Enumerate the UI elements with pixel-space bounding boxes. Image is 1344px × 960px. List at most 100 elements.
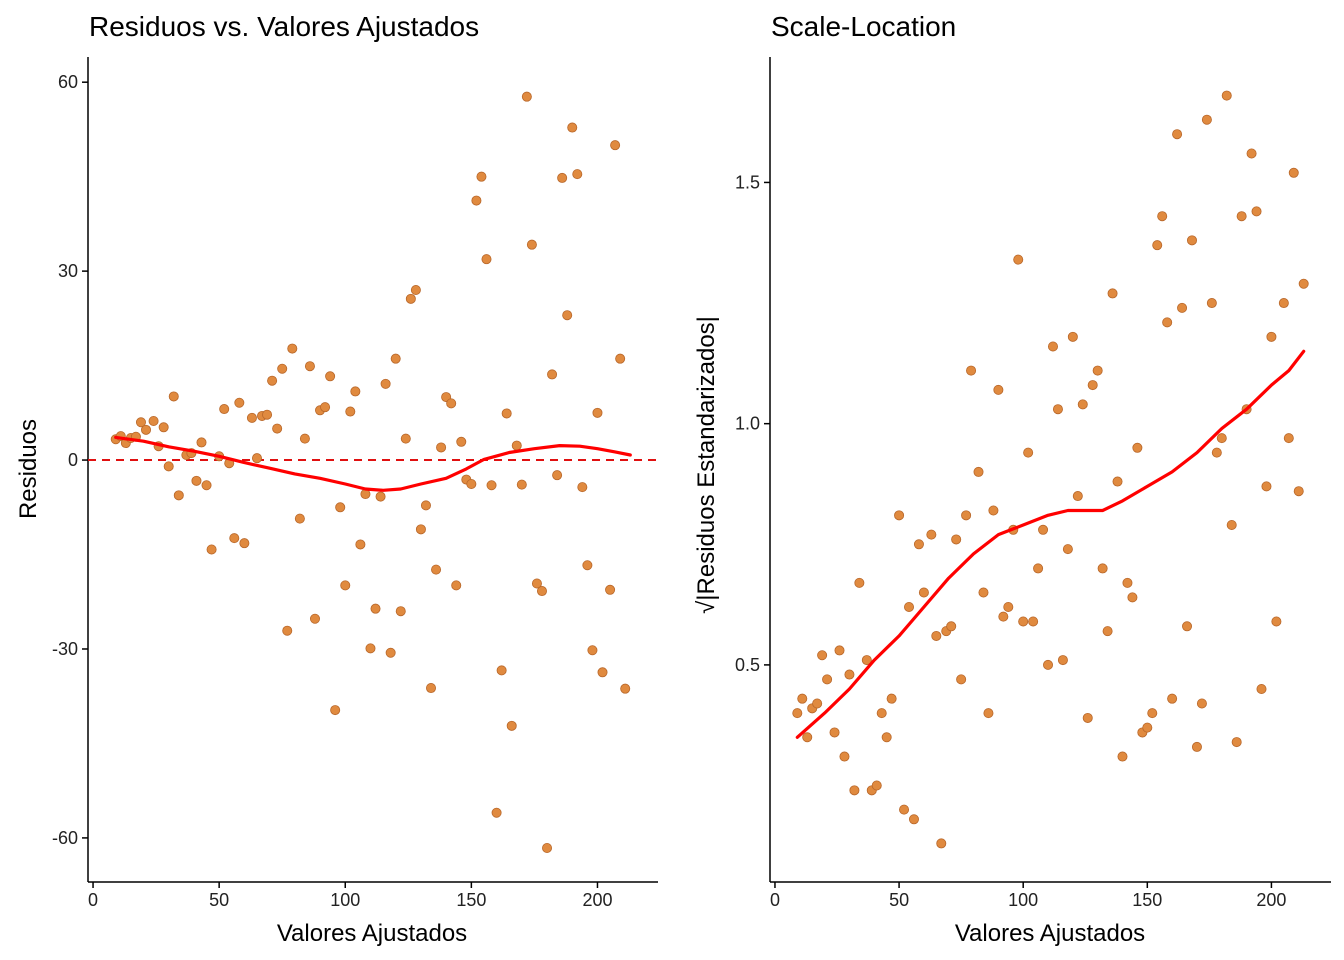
data-point [849, 785, 860, 796]
data-point [881, 732, 892, 743]
data-point [1196, 698, 1207, 709]
data-point [961, 510, 972, 521]
data-point [309, 613, 320, 624]
data-point [587, 645, 598, 656]
data-point [1246, 148, 1257, 159]
data-point [908, 814, 919, 825]
data-point [812, 698, 823, 709]
data-point [552, 470, 563, 481]
data-point [1261, 481, 1272, 492]
data-point [385, 647, 396, 658]
data-point [219, 404, 230, 415]
data-point [1216, 433, 1227, 444]
y-axis-label: √|Residuos Estandarizados| [693, 316, 720, 614]
data-point [973, 466, 984, 477]
data-point [592, 407, 603, 418]
y-tick-label: 0 [68, 450, 78, 470]
data-point [1087, 380, 1098, 391]
data-point [335, 502, 346, 513]
data-point [1206, 298, 1217, 309]
data-point [446, 398, 457, 409]
data-point [201, 480, 212, 491]
data-point [1236, 211, 1247, 222]
data-point [471, 195, 482, 206]
data-point [1293, 486, 1304, 497]
data-point [299, 433, 310, 444]
data-point [1266, 331, 1277, 342]
data-point [1052, 404, 1063, 415]
data-point [287, 343, 298, 354]
data-point [597, 667, 608, 678]
data-point [229, 533, 240, 544]
data-point [1097, 563, 1108, 574]
data-point [395, 606, 406, 617]
y-tick-label: -30 [52, 639, 78, 659]
data-point [1288, 167, 1299, 178]
y-tick-label: 30 [58, 261, 78, 281]
data-point [1298, 278, 1309, 289]
x-axis-label: Valores Ajustados [277, 920, 467, 947]
data-point [966, 365, 977, 376]
x-tick-label: 100 [330, 890, 360, 910]
data-point [262, 409, 273, 420]
data-point [871, 780, 882, 791]
data-point [426, 683, 437, 694]
data-point [431, 564, 442, 575]
data-point [817, 650, 828, 661]
panel-title: Residuos vs. Valores Ajustados [89, 11, 479, 42]
data-point [822, 674, 833, 685]
data-point [1167, 693, 1178, 704]
x-tick-label: 50 [889, 890, 909, 910]
panel-title: Scale-Location [771, 11, 956, 42]
data-point [615, 353, 626, 364]
data-point [1102, 626, 1113, 637]
data-point [481, 254, 492, 265]
plot-area: 0 50 100 150 200 -60 -30 0 30 60 [52, 57, 658, 910]
data-point [191, 475, 202, 486]
data-point [988, 505, 999, 516]
data-point [501, 408, 512, 419]
x-tick-label: 150 [456, 890, 486, 910]
data-point [196, 437, 207, 448]
data-point [562, 310, 573, 321]
data-point [844, 669, 855, 680]
data-point [802, 732, 813, 743]
data-point [899, 804, 910, 815]
data-point [375, 491, 386, 502]
data-point [282, 625, 293, 636]
data-point [1033, 563, 1044, 574]
data-point [526, 239, 537, 250]
data-point [577, 482, 588, 493]
data-point [511, 440, 522, 451]
y-tick-label: -60 [52, 828, 78, 848]
data-point [506, 720, 517, 731]
data-point [926, 529, 937, 540]
data-point [861, 655, 872, 666]
data-point [1072, 491, 1083, 502]
data-point [1013, 254, 1024, 265]
x-tick-label: 200 [582, 890, 612, 910]
data-point [1191, 741, 1202, 752]
data-point [1038, 524, 1049, 535]
x-tick-label: 150 [1132, 890, 1162, 910]
data-point [466, 478, 477, 489]
data-point [1043, 659, 1054, 670]
data-point [998, 611, 1009, 622]
data-point [325, 371, 336, 382]
data-point [1047, 341, 1058, 352]
data-point [1057, 655, 1068, 666]
data-point [1077, 399, 1088, 410]
data-point [1211, 447, 1222, 458]
data-point [605, 584, 616, 595]
data-point [1018, 616, 1029, 627]
y-tick-label: 1.0 [735, 414, 760, 434]
data-point [1003, 602, 1014, 613]
data-point [141, 424, 152, 435]
data-point [148, 416, 159, 427]
data-point [1256, 684, 1267, 695]
data-point [246, 412, 257, 423]
plot-area: 0 50 100 150 200 0.5 1.0 1.5 [735, 57, 1331, 910]
data-point [531, 578, 542, 589]
x-tick-label: 0 [88, 890, 98, 910]
